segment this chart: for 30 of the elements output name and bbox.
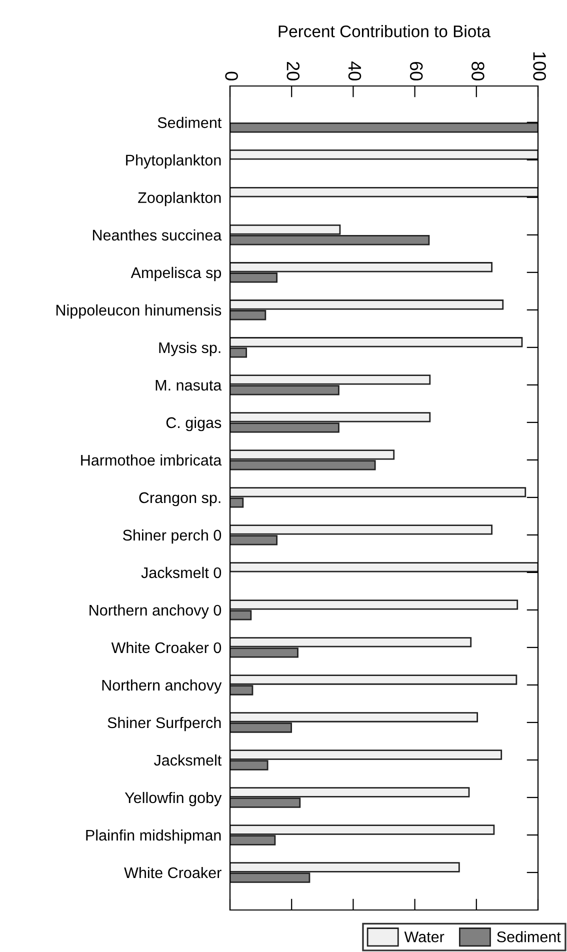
y-tick-label: Harmothoe imbricata — [81, 454, 222, 466]
x-tick-label: 100 — [533, 52, 546, 80]
y-tick-label: Jacksmelt 0 — [141, 566, 222, 578]
legend-label: Sediment — [497, 931, 561, 942]
y-tick-label: Crangon sp. — [139, 492, 220, 506]
y-tick-label: Sediment — [158, 116, 222, 128]
x-tick-label: 80 — [472, 62, 484, 80]
x-tick-label: 20 — [286, 62, 300, 80]
y-tick-label: Neanthes succinea — [92, 229, 222, 241]
x-tick-label: 60 — [410, 62, 423, 80]
y-tick-label: Plainfin midshipman — [86, 829, 221, 844]
x-axis-title: Percent Contribution to Biota — [278, 25, 491, 38]
y-tick-label: Shiner perch 0 — [123, 529, 222, 544]
y-tick-label: Shiner Surfperch — [108, 716, 221, 732]
y-tick-label: Nippoleucon hinumensis — [56, 304, 222, 319]
y-tick-label: Northern anchovy — [102, 679, 222, 694]
y-tick-label: White Croaker 0 — [111, 642, 222, 654]
x-tick-label: 40 — [348, 61, 362, 80]
y-tick-label: White Croaker — [124, 866, 222, 878]
y-tick-label: Mysis sp. — [159, 342, 220, 356]
y-tick-label: Ampelisca sp — [130, 266, 222, 282]
y-tick-label: Zooplankton — [138, 192, 221, 206]
y-tick-label: Phytoplankton — [126, 154, 221, 169]
y-tick-label: C. gigas — [166, 416, 222, 432]
x-tick-label: 0 — [225, 72, 238, 80]
y-tick-label: Jacksmelt — [154, 754, 222, 766]
y-tick-label: M. nasuta — [156, 380, 222, 391]
y-tick-label: Yellowfin goby — [124, 792, 222, 806]
legend-label: Water — [404, 932, 444, 942]
y-tick-label: Northern anchovy 0 — [90, 604, 222, 619]
